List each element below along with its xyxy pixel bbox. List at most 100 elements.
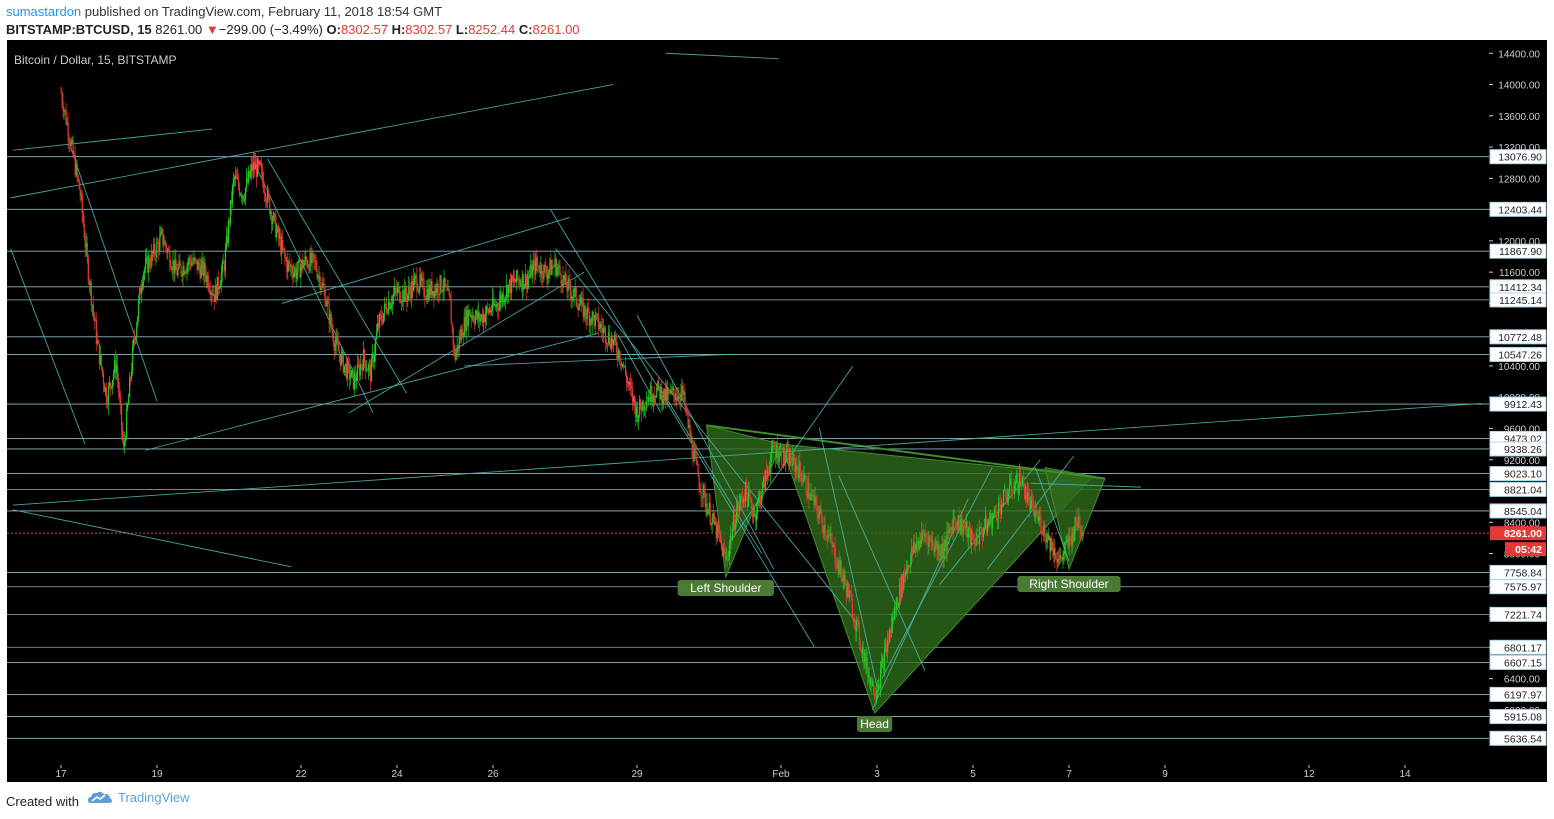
chart-title: Bitcoin / Dollar, 15, BITSTAMP [14,53,177,67]
candle-body [281,239,283,254]
candle-body [634,396,636,405]
candle-body [213,294,215,303]
candle-body [465,310,467,332]
candle-body [66,122,68,124]
candle-body [372,354,375,363]
candle-body [872,680,875,695]
candle-body [617,349,620,358]
candle-body [794,457,796,472]
candle-body [915,544,917,550]
candle-body [962,525,964,534]
candle-body [659,387,661,400]
candle-body [139,288,141,300]
pattern-label: Right Shoulder [1029,577,1108,591]
candle-body [136,326,138,338]
price-chart[interactable]: Bitcoin / Dollar, 15, BITSTAMP Left Shou… [0,40,1554,782]
candle-body [177,268,179,276]
level-tag-bg [1489,329,1547,345]
candle-body [530,264,532,275]
candle-body [1007,496,1009,502]
candle-body [495,303,498,307]
candle-body [707,510,709,515]
candle-body [413,278,415,291]
candle-body [169,250,171,267]
candle-body [773,445,775,448]
candle-body [74,155,76,175]
candle-body [884,648,886,671]
candle-body [1082,532,1084,536]
candle-body [374,339,377,354]
candle-body [396,290,398,293]
candle-body [434,287,436,298]
candle-body [877,684,880,690]
ohlc-line: BITSTAMP:BTCUSD, 15 8261.00 ▼−299.00 (−3… [6,22,580,37]
candle-body [679,399,681,401]
candle-body [941,543,943,554]
current-price-tag-bg [1490,526,1546,541]
chart-area[interactable]: Bitcoin / Dollar, 15, BITSTAMP Left Shou… [0,40,1554,782]
candle-body [330,314,332,327]
candle-body [487,308,490,313]
candle-body [986,522,989,532]
y-tick-label: 13200.00 [1498,143,1540,154]
candle-body [929,536,931,538]
candle-body [931,541,933,542]
candle-body [647,400,649,402]
candle-body [158,242,160,251]
candle-body [91,304,93,306]
candle-body [504,299,506,303]
candle-body [849,590,851,595]
candle-body [221,261,223,273]
candle-body [597,314,599,329]
level-tag-bg [1489,503,1547,519]
candle-body [114,360,117,373]
candle-body [441,291,443,292]
trend-line [267,158,407,394]
candle-body [148,257,150,273]
candle-body [430,281,432,295]
time-axis[interactable] [7,765,1547,782]
candle-body [219,285,221,289]
candle-body [866,657,869,678]
y-tick-label: 9200.00 [1504,456,1541,467]
candle-body [763,476,765,483]
tradingview-link[interactable]: TradingView [88,790,190,805]
candle-body [774,447,776,449]
candle-body [681,385,683,393]
candle-body [310,252,312,264]
candle-body [316,269,318,278]
candle-body [428,284,430,301]
candle-body [172,260,174,270]
candle-body [554,258,556,267]
candle-body [911,547,913,557]
candle-body [366,369,369,372]
candle-body [243,199,246,201]
candle-body [315,260,317,270]
candle-body [77,175,79,180]
candle-body [296,271,298,279]
candle-body [317,275,319,278]
symbol-label: BITSTAMP:BTCUSD, 15 [6,22,152,37]
candle-body [733,514,736,530]
candle-body [891,624,893,633]
candle-body [143,273,145,282]
candle-body [665,387,667,401]
candle-body [666,387,668,400]
candle-body [273,213,275,221]
candle-body [198,261,200,268]
level-tag: 7221.74 [1504,609,1542,621]
candle-body [695,452,697,460]
candle-body [538,265,540,272]
candle-body [581,297,583,299]
candle-body [286,260,288,272]
candle-body [754,513,756,515]
publish-header: sumastardon published on TradingView.com… [0,0,1554,40]
author-link[interactable]: sumastardon [6,4,82,19]
candle-body [248,171,251,177]
candle-body [507,284,509,298]
candle-body [725,556,727,559]
candle-body [450,301,452,324]
candle-body [406,295,408,302]
candle-body [401,301,403,303]
candle-body [128,397,130,405]
